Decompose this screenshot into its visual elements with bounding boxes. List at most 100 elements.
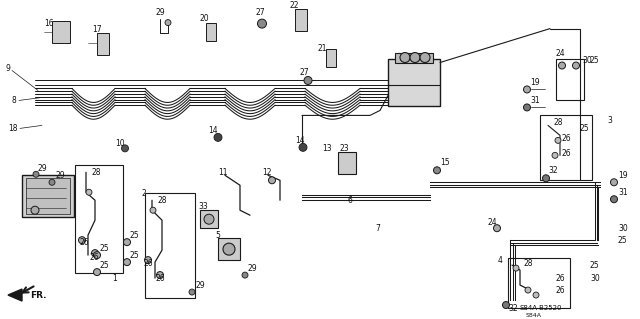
- Text: 7: 7: [375, 224, 380, 233]
- Text: 29: 29: [248, 263, 258, 273]
- Text: 20: 20: [199, 14, 209, 23]
- Circle shape: [93, 269, 100, 276]
- Text: 29: 29: [38, 164, 47, 173]
- Text: 10: 10: [115, 139, 125, 148]
- Text: 25: 25: [618, 236, 628, 245]
- Text: S84A: S84A: [526, 313, 542, 317]
- Text: 11: 11: [218, 168, 227, 177]
- Bar: [556, 58, 584, 100]
- Circle shape: [122, 145, 129, 152]
- Text: 25: 25: [130, 231, 140, 240]
- Bar: [145, 193, 195, 298]
- Circle shape: [124, 239, 131, 246]
- Text: 24: 24: [488, 218, 498, 227]
- Text: 29: 29: [55, 171, 65, 180]
- Text: 21: 21: [318, 44, 328, 53]
- Text: 26: 26: [562, 134, 572, 143]
- Bar: [22, 175, 74, 217]
- Circle shape: [524, 104, 531, 111]
- Circle shape: [299, 143, 307, 151]
- Text: 8: 8: [12, 96, 17, 105]
- Text: 14: 14: [208, 126, 218, 135]
- Text: 16: 16: [44, 19, 54, 28]
- Text: 22: 22: [289, 1, 299, 10]
- Text: 27: 27: [255, 8, 264, 17]
- Text: 23: 23: [340, 144, 349, 153]
- Text: 12: 12: [262, 168, 271, 177]
- Text: 4: 4: [498, 256, 503, 265]
- Bar: [388, 58, 440, 107]
- Text: FR.: FR.: [30, 291, 47, 300]
- Circle shape: [525, 287, 531, 293]
- Text: 25: 25: [580, 124, 589, 133]
- Circle shape: [573, 62, 579, 69]
- Circle shape: [33, 171, 39, 177]
- Text: 26: 26: [556, 286, 566, 294]
- Circle shape: [31, 206, 39, 214]
- Bar: [218, 238, 240, 260]
- Circle shape: [611, 196, 618, 203]
- Circle shape: [611, 179, 618, 186]
- Text: 13: 13: [322, 144, 332, 153]
- Circle shape: [189, 289, 195, 295]
- Text: 28: 28: [524, 259, 534, 268]
- Text: 28: 28: [554, 118, 563, 127]
- Circle shape: [400, 53, 410, 63]
- Text: 26: 26: [143, 259, 152, 268]
- Text: 25: 25: [590, 56, 600, 65]
- Text: 25: 25: [590, 261, 600, 270]
- Circle shape: [242, 272, 248, 278]
- Text: 30: 30: [582, 56, 592, 65]
- Bar: [26, 178, 70, 214]
- Text: 26: 26: [90, 253, 100, 262]
- Circle shape: [86, 189, 92, 195]
- Text: 31: 31: [530, 96, 540, 105]
- Circle shape: [214, 133, 222, 141]
- Text: 18: 18: [8, 124, 17, 133]
- Circle shape: [79, 237, 86, 244]
- Text: 17: 17: [92, 25, 102, 34]
- Circle shape: [150, 207, 156, 213]
- Text: 1: 1: [112, 274, 116, 283]
- Circle shape: [543, 175, 550, 182]
- Text: 25: 25: [130, 251, 140, 260]
- Text: 24: 24: [556, 49, 566, 58]
- Bar: [206, 23, 216, 41]
- Text: 32: 32: [548, 166, 557, 175]
- Bar: [52, 21, 70, 42]
- Circle shape: [559, 62, 566, 69]
- Text: 2: 2: [142, 189, 147, 198]
- Bar: [200, 210, 218, 228]
- Text: 30: 30: [618, 224, 628, 233]
- Text: 33: 33: [198, 202, 208, 211]
- Circle shape: [493, 225, 500, 232]
- Text: 31: 31: [618, 188, 628, 197]
- Bar: [508, 258, 570, 308]
- Circle shape: [145, 256, 152, 263]
- Circle shape: [533, 292, 539, 298]
- Text: 26: 26: [562, 149, 572, 158]
- Text: 32: 32: [508, 303, 518, 313]
- Text: 6: 6: [348, 196, 353, 205]
- Circle shape: [524, 86, 531, 93]
- Circle shape: [92, 250, 99, 256]
- Circle shape: [204, 214, 214, 224]
- Circle shape: [223, 243, 235, 255]
- Circle shape: [269, 177, 275, 184]
- Circle shape: [552, 152, 558, 158]
- Text: 19: 19: [530, 78, 540, 87]
- Text: 26: 26: [79, 238, 88, 247]
- Text: 15: 15: [440, 158, 450, 167]
- Circle shape: [433, 167, 440, 174]
- Text: 29: 29: [195, 281, 205, 290]
- Text: 28: 28: [92, 168, 102, 177]
- Circle shape: [513, 265, 519, 271]
- Text: 29: 29: [155, 8, 164, 17]
- Circle shape: [157, 271, 163, 278]
- Text: 26: 26: [156, 274, 166, 283]
- Circle shape: [502, 301, 509, 308]
- Text: 27: 27: [300, 68, 310, 77]
- Text: S84A-B2520: S84A-B2520: [520, 305, 563, 311]
- Circle shape: [165, 19, 171, 26]
- Text: 14: 14: [295, 136, 305, 145]
